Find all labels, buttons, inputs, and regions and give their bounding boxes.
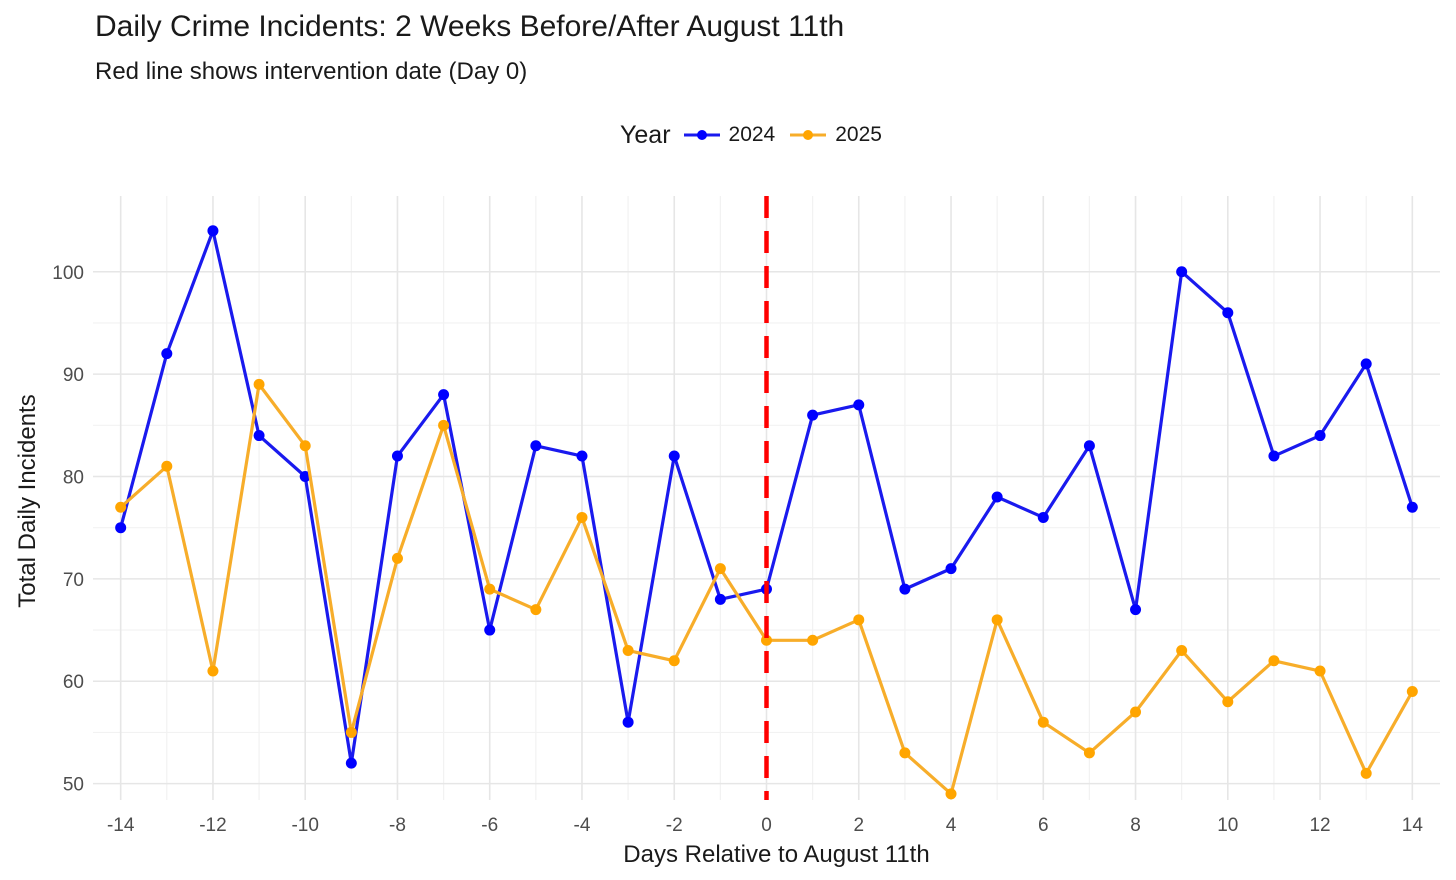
x-tick-label: -14 bbox=[107, 815, 135, 836]
data-point-2025 bbox=[576, 511, 588, 523]
data-point-2025 bbox=[1176, 645, 1188, 657]
data-point-2024 bbox=[484, 624, 496, 636]
data-point-2025 bbox=[1314, 665, 1326, 677]
data-point-2024 bbox=[1130, 604, 1142, 616]
data-point-2025 bbox=[945, 788, 957, 800]
data-point-2024 bbox=[991, 491, 1003, 503]
data-point-2025 bbox=[1083, 747, 1095, 759]
chart-title: Daily Crime Incidents: 2 Weeks Before/Af… bbox=[95, 10, 845, 43]
data-point-2025 bbox=[1268, 655, 1280, 667]
data-point-2024 bbox=[622, 716, 634, 728]
x-tick-label: -12 bbox=[199, 815, 226, 836]
data-point-2025 bbox=[1130, 706, 1142, 718]
x-axis-title: Days Relative to August 11th bbox=[623, 841, 929, 868]
data-point-2025 bbox=[530, 604, 542, 616]
data-point-2024 bbox=[1406, 501, 1418, 513]
data-point-2025 bbox=[115, 501, 127, 513]
data-point-2024 bbox=[345, 757, 357, 769]
data-point-2025 bbox=[345, 726, 357, 738]
legend-item-2024: 2024 bbox=[683, 123, 776, 147]
data-point-2025 bbox=[299, 440, 311, 452]
data-point-2024 bbox=[391, 450, 403, 462]
data-point-2024 bbox=[1176, 266, 1188, 278]
data-point-2025 bbox=[1360, 767, 1372, 779]
x-tick-label: 12 bbox=[1309, 815, 1330, 836]
legend-key-2025 bbox=[790, 130, 827, 140]
data-point-2024 bbox=[1222, 307, 1234, 319]
x-tick-label: -4 bbox=[574, 815, 591, 836]
data-point-2024 bbox=[576, 450, 588, 462]
data-point-2024 bbox=[115, 522, 127, 534]
data-point-2025 bbox=[668, 655, 680, 667]
y-tick-label: 60 bbox=[63, 672, 84, 693]
y-axis-title: Total Daily Incidents bbox=[14, 394, 41, 607]
data-point-2025 bbox=[484, 583, 496, 595]
x-tick-label: -2 bbox=[666, 815, 683, 836]
data-point-2024 bbox=[1314, 430, 1326, 442]
data-point-2024 bbox=[714, 593, 726, 605]
data-point-2025 bbox=[391, 552, 403, 564]
data-point-2024 bbox=[207, 225, 219, 237]
data-point-2024 bbox=[253, 430, 265, 442]
data-point-2024 bbox=[899, 583, 911, 595]
data-point-2024 bbox=[1360, 358, 1372, 370]
x-tick-label: -10 bbox=[291, 815, 318, 836]
y-tick-label: 80 bbox=[63, 468, 84, 489]
data-point-2024 bbox=[945, 563, 957, 575]
legend-label-2025: 2025 bbox=[835, 123, 882, 146]
data-point-2024 bbox=[161, 348, 173, 360]
y-tick-label: 100 bbox=[52, 263, 84, 284]
x-tick-label: 8 bbox=[1130, 815, 1141, 836]
x-tick-label: 0 bbox=[761, 815, 772, 836]
data-point-2025 bbox=[807, 634, 819, 646]
data-point-2024 bbox=[530, 440, 542, 452]
data-point-2024 bbox=[807, 409, 819, 421]
data-point-2025 bbox=[622, 645, 634, 657]
data-point-2025 bbox=[761, 634, 772, 646]
y-tick-label: 90 bbox=[63, 365, 84, 386]
y-tick-label: 70 bbox=[63, 570, 84, 591]
data-point-2024 bbox=[438, 389, 450, 401]
data-point-2024 bbox=[1037, 511, 1049, 523]
legend-key-2024 bbox=[683, 130, 720, 140]
data-point-2025 bbox=[207, 665, 219, 677]
x-tick-label: 6 bbox=[1038, 815, 1049, 836]
data-point-2025 bbox=[714, 563, 726, 575]
data-point-2024 bbox=[668, 450, 680, 462]
x-tick-label: -6 bbox=[481, 815, 498, 836]
data-point-2025 bbox=[1406, 685, 1418, 697]
data-point-2025 bbox=[853, 614, 865, 626]
data-point-2024 bbox=[1268, 450, 1280, 462]
data-point-2025 bbox=[161, 460, 173, 472]
data-point-2024 bbox=[1083, 440, 1095, 452]
data-point-2025 bbox=[438, 419, 450, 431]
data-point-2025 bbox=[1037, 716, 1049, 728]
data-point-2025 bbox=[899, 747, 911, 759]
legend-label-2024: 2024 bbox=[728, 123, 776, 146]
x-tick-label: 2 bbox=[853, 815, 864, 836]
x-tick-label: -8 bbox=[389, 815, 406, 836]
x-tick-label: 14 bbox=[1402, 815, 1424, 836]
legend: Year 2024 2025 bbox=[620, 118, 896, 152]
data-point-2024 bbox=[299, 471, 311, 483]
data-point-2025 bbox=[253, 378, 265, 390]
data-point-2025 bbox=[991, 614, 1003, 626]
y-tick-label: 50 bbox=[63, 775, 84, 796]
data-point-2024 bbox=[853, 399, 865, 411]
x-tick-label: 10 bbox=[1217, 815, 1238, 836]
x-tick-label: 4 bbox=[946, 815, 957, 836]
legend-title: Year bbox=[620, 120, 671, 149]
legend-item-2025: 2025 bbox=[789, 123, 882, 147]
data-point-2025 bbox=[1222, 696, 1234, 708]
chart-subtitle: Red line shows intervention date (Day 0) bbox=[95, 58, 528, 85]
